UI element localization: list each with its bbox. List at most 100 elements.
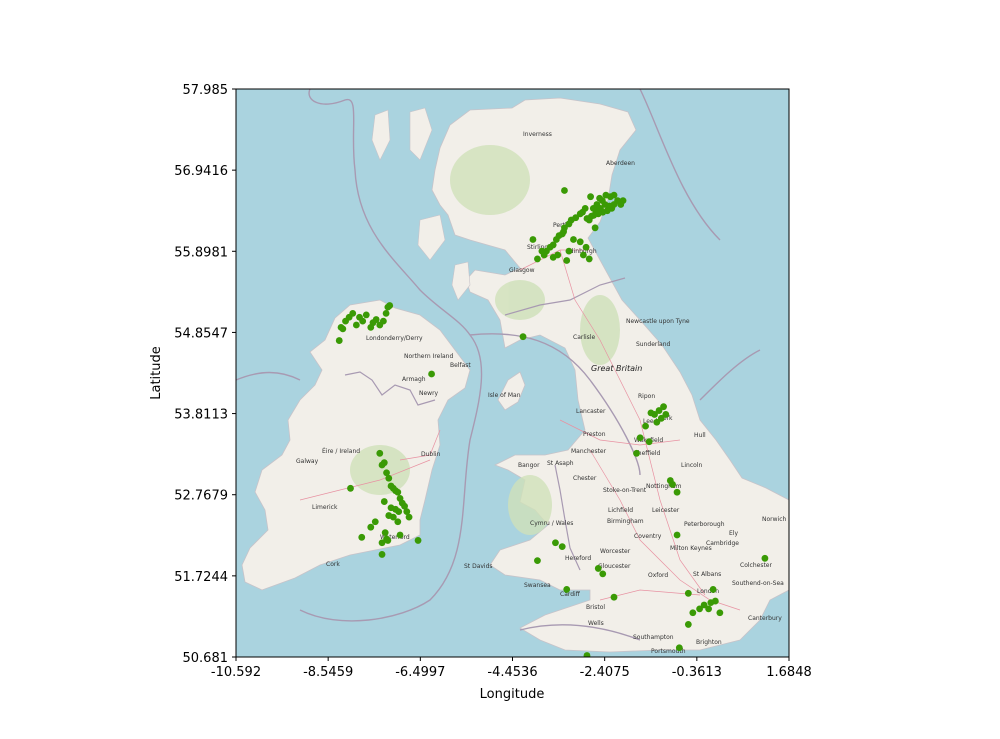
svg-text:Isle of Man: Isle of Man (488, 392, 521, 399)
svg-text:Glasgow: Glasgow (509, 267, 535, 274)
data-point (414, 537, 422, 544)
country-border-wales (554, 464, 581, 571)
data-point (552, 539, 559, 547)
svg-text:Chester: Chester (573, 475, 597, 482)
svg-text:Canterbury: Canterbury (748, 615, 782, 622)
maritime-border (236, 89, 761, 641)
svg-text:Edinburgh: Edinburgh (566, 248, 597, 255)
svg-text:Preston: Preston (583, 431, 606, 438)
data-point (401, 502, 408, 510)
svg-text:Cork: Cork (326, 561, 340, 568)
data-point (367, 523, 375, 531)
data-point (582, 243, 590, 251)
svg-text:Waterford: Waterford (380, 534, 410, 541)
svg-text:Perth: Perth (553, 222, 569, 229)
svg-text:Inverness: Inverness (523, 131, 552, 138)
data-point (395, 508, 403, 516)
data-point (583, 215, 591, 222)
svg-text:Ripon: Ripon (638, 393, 655, 400)
data-point (376, 321, 384, 329)
data-point (576, 210, 584, 218)
svg-text:Bangor: Bangor (518, 462, 540, 469)
svg-text:Dublin: Dublin (421, 451, 441, 458)
data-point (405, 513, 413, 521)
data-point (684, 589, 692, 597)
svg-text:Portsmouth: Portsmouth (651, 648, 686, 655)
data-point (596, 194, 603, 202)
svg-text:Peterborough: Peterborough (684, 521, 725, 528)
data-point (576, 238, 584, 246)
data-point (367, 323, 375, 331)
scatter-points (335, 187, 769, 657)
svg-text:London: London (697, 588, 719, 595)
svg-text:St Asaph: St Asaph (547, 460, 574, 467)
svg-text:Leeds: Leeds (643, 418, 661, 425)
data-point (591, 224, 599, 232)
svg-text:Norwich: Norwich (762, 516, 786, 523)
svg-text:Milton Keynes: Milton Keynes (670, 545, 712, 552)
y-axis: 50.681 51.7244 52.7679 53.8113 54.8547 55.898… (174, 83, 236, 666)
data-point (716, 609, 724, 617)
data-point (383, 469, 390, 477)
svg-text:Newry: Newry (419, 390, 439, 397)
data-point (599, 570, 607, 578)
svg-text:Londonderry/Derry: Londonderry/Derry (366, 335, 423, 342)
data-point (558, 543, 566, 551)
data-point (660, 403, 667, 411)
svg-text:Sheffield: Sheffield (634, 450, 660, 457)
data-point (552, 236, 560, 243)
svg-text:Belfast: Belfast (450, 362, 471, 369)
data-point (428, 370, 435, 378)
data-point (579, 251, 587, 259)
data-point (382, 309, 390, 317)
data-point (394, 488, 402, 496)
data-point (385, 474, 393, 482)
data-point (610, 593, 618, 601)
data-point (761, 554, 769, 562)
data-point (376, 449, 384, 457)
y-axis-label: Latitude (149, 346, 164, 400)
data-point (352, 321, 360, 329)
svg-text:Nottingham: Nottingham (646, 483, 682, 490)
country-border-scotland (504, 277, 626, 316)
data-point (570, 236, 577, 243)
x-tick-label: -0.3613 (672, 665, 722, 680)
svg-text:York: York (659, 415, 673, 422)
svg-text:Hull: Hull (694, 432, 706, 439)
svg-text:Wells: Wells (588, 620, 604, 627)
great-britain-land (431, 97, 789, 653)
svg-text:Coventry: Coventry (634, 533, 662, 540)
data-point (554, 251, 562, 259)
data-point (633, 449, 640, 457)
y-tick-label: 51.7244 (174, 570, 228, 585)
svg-text:Sunderland: Sunderland (636, 341, 671, 348)
data-point (583, 652, 591, 657)
data-point (705, 605, 713, 613)
data-point (337, 323, 345, 331)
svg-text:Carlisle: Carlisle (573, 334, 595, 341)
data-point (384, 303, 392, 311)
data-point (381, 529, 389, 537)
data-point (378, 461, 386, 469)
svg-text:Southend-on-Sea: Southend-on-Sea (732, 580, 784, 587)
data-point (358, 533, 366, 541)
svg-text:Lancaster: Lancaster (576, 408, 606, 415)
data-point (675, 644, 683, 652)
data-point (673, 488, 681, 496)
svg-text:Stirling: Stirling (527, 244, 548, 251)
data-point (696, 605, 703, 613)
x-axis-label: Longitude (480, 687, 545, 702)
country-border-ni (344, 371, 436, 406)
data-point (378, 539, 386, 547)
data-point (669, 481, 676, 488)
data-point (700, 601, 708, 609)
data-point (371, 518, 379, 526)
data-point (534, 557, 541, 565)
svg-text:Cymru / Wales: Cymru / Wales (530, 520, 573, 527)
x-axis: -10.592 -8.5459 -6.4997 -4.4536 -2.4075 -0.36… (211, 657, 812, 680)
data-point (378, 551, 386, 558)
svg-text:Great Britain: Great Britain (591, 364, 642, 373)
x-tick-label: -6.4997 (395, 665, 445, 680)
data-point (689, 609, 697, 617)
data-point (587, 193, 594, 201)
